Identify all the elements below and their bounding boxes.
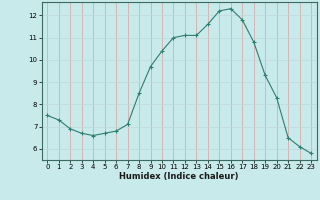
X-axis label: Humidex (Indice chaleur): Humidex (Indice chaleur) xyxy=(119,172,239,181)
